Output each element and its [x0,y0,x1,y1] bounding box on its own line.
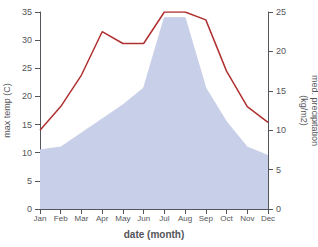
svg-text:10: 10 [22,148,32,158]
svg-text:10: 10 [276,125,286,135]
svg-text:Oct: Oct [220,214,233,223]
svg-text:0: 0 [276,204,281,214]
svg-text:Jun: Jun [137,214,150,223]
svg-text:max temp (C): max temp (C) [2,83,12,138]
svg-text:date (month): date (month) [124,229,185,240]
svg-text:Apr: Apr [96,214,109,223]
svg-text:0: 0 [27,204,32,214]
svg-text:(kg/m2): (kg/m2) [299,95,309,126]
svg-text:Mar: Mar [75,214,89,223]
svg-text:5: 5 [27,176,32,186]
svg-text:25: 25 [22,63,32,73]
svg-text:20: 20 [276,46,286,56]
svg-text:35: 35 [22,7,32,17]
svg-text:May: May [115,214,130,223]
svg-text:Dec: Dec [261,214,275,223]
svg-text:5: 5 [276,165,281,175]
svg-text:30: 30 [22,35,32,45]
svg-text:Nov: Nov [240,214,254,223]
svg-text:20: 20 [22,91,32,101]
svg-text:med. precipitation: med. precipitation [310,75,318,146]
svg-text:Jan: Jan [34,214,47,223]
svg-text:Feb: Feb [54,214,68,223]
svg-text:15: 15 [22,120,32,130]
svg-text:Sep: Sep [199,214,214,223]
svg-text:25: 25 [276,7,286,17]
svg-text:Jul: Jul [159,214,169,223]
svg-text:Aug: Aug [178,214,192,223]
svg-text:15: 15 [276,86,286,96]
